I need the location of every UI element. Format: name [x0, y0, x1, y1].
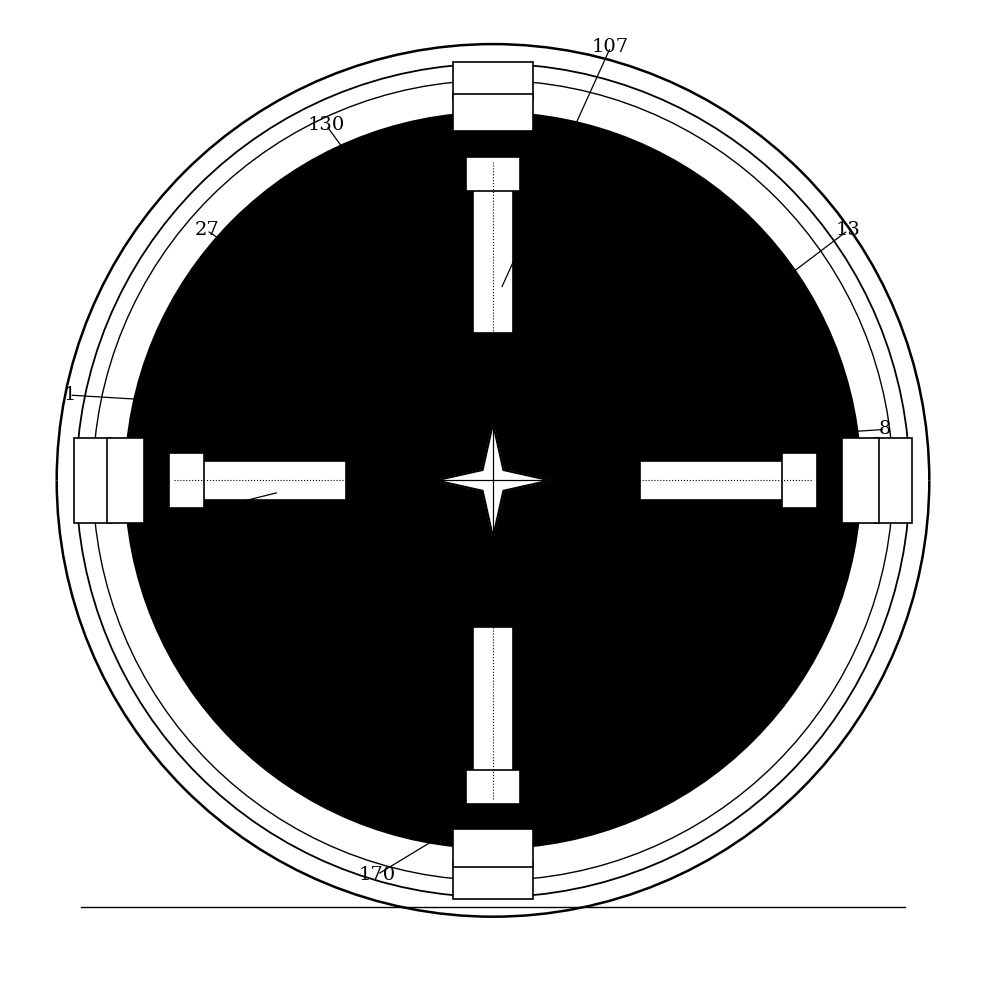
Text: 27: 27 — [194, 221, 219, 239]
Bar — [473, 165, 513, 333]
Circle shape — [125, 113, 861, 848]
Text: 26: 26 — [139, 550, 165, 568]
Bar — [462, 848, 524, 880]
Text: 20: 20 — [149, 513, 174, 531]
Text: 14: 14 — [814, 548, 839, 566]
Bar — [842, 438, 880, 523]
Bar — [93, 450, 125, 511]
Bar — [453, 94, 533, 131]
Bar — [453, 829, 533, 867]
Text: 13: 13 — [835, 221, 861, 239]
Circle shape — [142, 129, 844, 831]
Circle shape — [346, 333, 640, 627]
Text: 161: 161 — [143, 576, 180, 594]
Text: 170: 170 — [359, 866, 395, 884]
Polygon shape — [436, 424, 550, 537]
Text: 107: 107 — [592, 38, 629, 56]
Text: 130: 130 — [308, 116, 345, 134]
Text: 2: 2 — [710, 589, 723, 607]
Bar — [177, 461, 346, 500]
Bar — [106, 438, 144, 523]
Bar — [861, 450, 893, 511]
Bar — [875, 438, 912, 523]
Circle shape — [189, 176, 797, 784]
Bar — [465, 770, 521, 804]
Bar — [640, 461, 809, 500]
Bar — [74, 438, 111, 523]
Circle shape — [170, 157, 816, 804]
Bar — [473, 627, 513, 796]
Bar — [170, 453, 204, 508]
Bar — [465, 157, 521, 191]
Bar — [462, 80, 524, 113]
Bar — [453, 862, 533, 899]
Bar — [782, 453, 816, 508]
Text: 8: 8 — [879, 420, 891, 438]
Circle shape — [378, 365, 608, 596]
Text: 1: 1 — [63, 386, 76, 404]
Bar — [453, 62, 533, 99]
